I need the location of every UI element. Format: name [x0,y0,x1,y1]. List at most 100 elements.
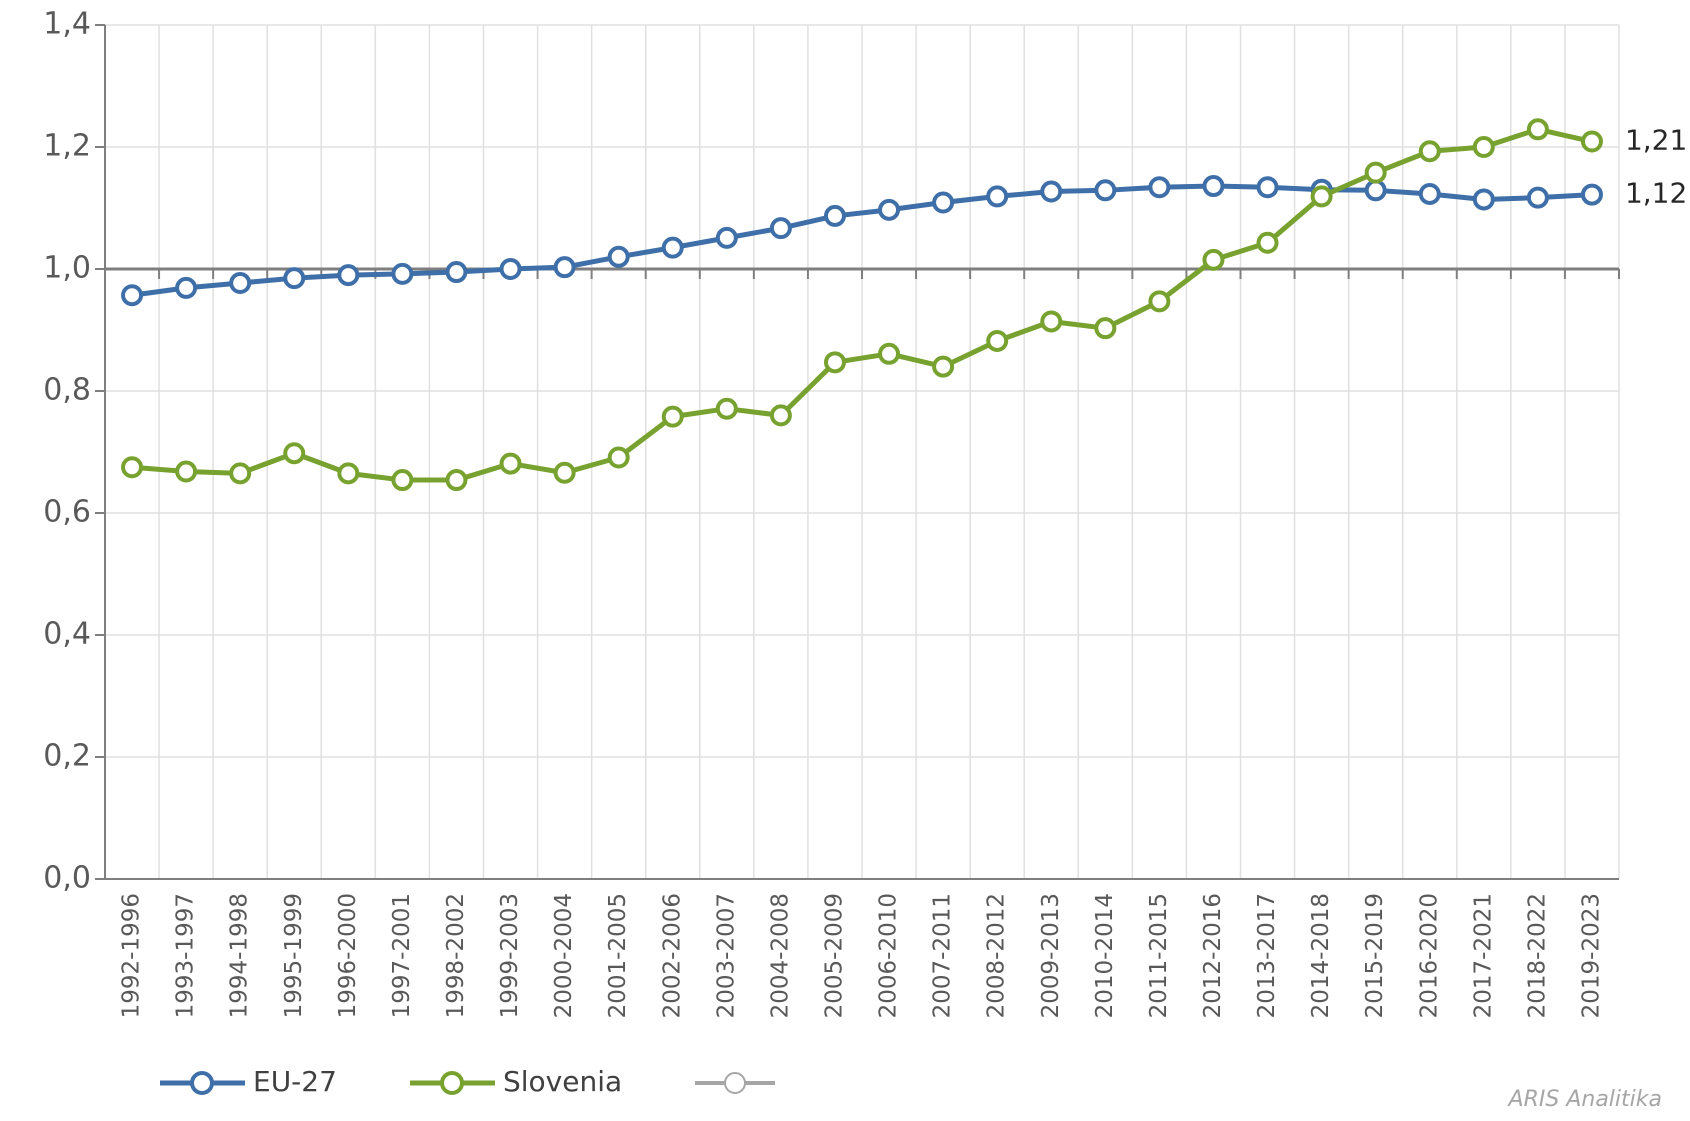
x-tick-label: 2013-2017 [1254,893,1280,1018]
series-line [131,183,1593,298]
x-tick-label: 2018-2022 [1524,893,1550,1018]
y-tick-label: 0,6 [43,495,91,530]
y-tick-label: 0,0 [43,861,91,896]
point [769,404,792,427]
x-tick-label: 2006-2010 [876,893,902,1018]
point [175,460,198,483]
point [391,469,414,492]
point [1040,180,1063,203]
point [823,204,846,227]
point [1472,188,1495,211]
point [1472,136,1495,158]
x-tick-label: 2014-2018 [1308,893,1334,1018]
y-tick-label: 1,4 [43,7,91,42]
x-tick-label: 2002-2006 [659,893,685,1018]
point [1256,176,1279,199]
point [1310,185,1333,208]
y-tick-label: 1,2 [43,129,91,164]
point [553,461,576,484]
x-tick-label: 1995-1999 [281,893,307,1018]
x-tick-label: 2015-2019 [1362,893,1388,1018]
point [1148,290,1171,313]
x-tick-label: 2010-2014 [1092,893,1118,1018]
point [175,276,198,299]
watermark: ARIS Analitika [1507,1087,1662,1112]
point [715,226,738,249]
point [823,351,846,374]
point [337,462,360,485]
point [769,217,792,240]
point [607,446,630,469]
point [932,191,955,214]
point [1148,176,1171,199]
point [229,462,252,485]
point [1580,130,1603,153]
point [1418,182,1441,205]
point [445,469,468,492]
point [391,262,414,285]
point [1094,317,1117,340]
legend-marker [724,1072,746,1094]
point [1040,310,1063,333]
point [715,397,738,420]
y-tick-label: 1,0 [43,251,91,286]
point [932,355,955,378]
point [1364,179,1387,202]
x-tick-label: 2007-2011 [930,893,956,1018]
x-tick-label: 2011-2015 [1146,893,1172,1018]
x-tick-label: 2001-2005 [605,893,631,1018]
legend-label: EU-27 [253,1065,337,1098]
y-tick-label: 0,2 [43,739,91,774]
point [986,329,1009,352]
point [445,261,468,284]
point [986,185,1009,208]
x-tick-label: 2005-2009 [821,893,847,1018]
point [499,452,522,475]
end-label: 1,21 [1625,124,1687,157]
series-line [131,126,1593,483]
point [1364,161,1387,184]
x-tick-label: 1999-2003 [497,893,523,1018]
legend-marker [190,1071,214,1095]
point [878,198,901,221]
x-tick-label: 2012-2016 [1200,893,1226,1018]
x-tick-label: 2016-2020 [1416,893,1442,1018]
point [499,258,522,280]
point [283,442,306,465]
point [1418,140,1441,163]
legend-label: Slovenia [503,1065,622,1098]
x-tick-label: 2004-2008 [767,893,793,1018]
y-tick-label: 0,4 [43,617,91,652]
point [553,256,576,279]
point [229,272,252,295]
x-tick-label: 2019-2023 [1578,893,1604,1018]
x-tick-label: 1994-1998 [227,893,253,1018]
point [1256,231,1279,254]
point [1202,248,1225,271]
point [121,456,144,479]
point [1202,175,1225,198]
legend-marker [440,1071,464,1095]
point [1580,183,1603,206]
legend-unnamed-symbol [695,1072,775,1094]
x-tick-label: 2008-2012 [984,893,1010,1018]
point [337,264,360,287]
point [607,245,630,268]
end-label: 1,12 [1625,177,1687,210]
x-tick-label: 1993-1997 [173,893,199,1018]
point [661,405,684,428]
point [1526,186,1549,209]
point [283,267,306,290]
point [878,342,901,365]
x-tick-label: 1996-2000 [335,893,361,1018]
x-tick-label: 2003-2007 [713,893,739,1018]
point [121,284,144,307]
point [1526,118,1549,141]
x-tick-label: 1992-1996 [119,893,145,1018]
x-tick-label: 2017-2021 [1470,893,1496,1018]
point [1094,179,1117,202]
x-tick-label: 1997-2001 [389,893,415,1018]
x-tick-label: 2009-2013 [1038,893,1064,1018]
x-tick-label: 1998-2002 [443,893,469,1018]
